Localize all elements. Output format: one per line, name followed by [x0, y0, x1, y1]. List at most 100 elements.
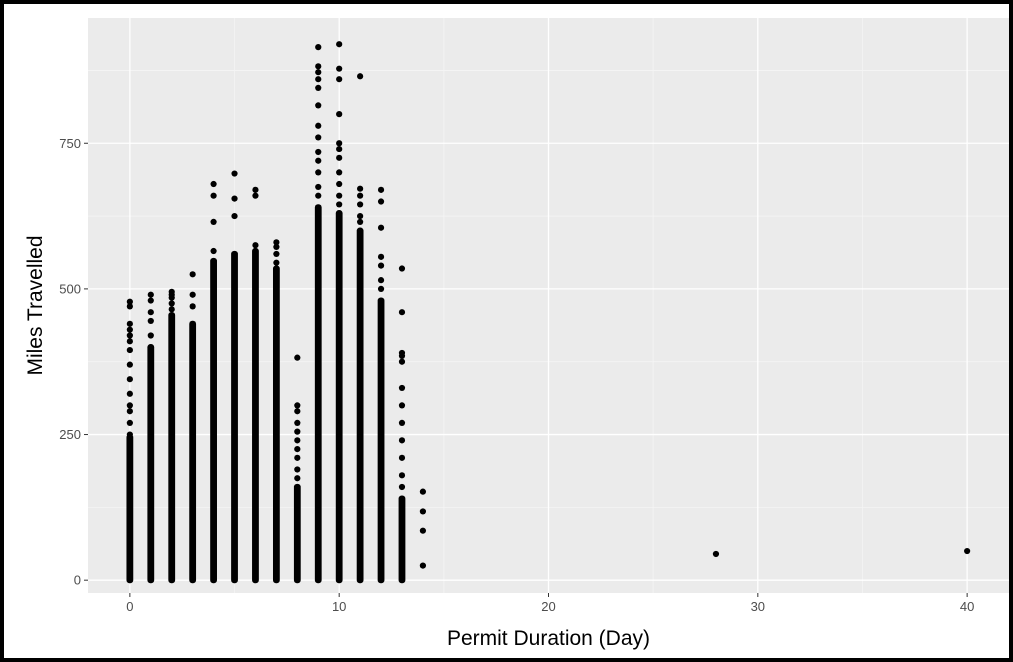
point-column-8: [293, 483, 301, 584]
data-point: [419, 527, 427, 534]
data-point: [210, 180, 217, 188]
data-point: [398, 483, 406, 491]
data-point: [315, 44, 322, 51]
data-point: [357, 201, 364, 208]
data-point: [336, 154, 343, 161]
data-point: [273, 239, 280, 246]
x-tick-label: 40: [960, 599, 974, 614]
data-point: [357, 192, 364, 199]
data-point: [336, 76, 343, 83]
data-point: [377, 186, 385, 193]
data-point: [357, 185, 364, 192]
y-tick-label: 250: [59, 427, 81, 442]
data-point: [315, 157, 322, 164]
y-tick-label: 500: [59, 281, 81, 296]
data-point: [147, 291, 154, 298]
data-point: [419, 562, 427, 569]
y-axis-ticks: 0 250 500 750: [59, 136, 88, 588]
data-point: [315, 76, 322, 83]
x-tick-label: 30: [751, 599, 765, 614]
data-point: [398, 454, 406, 461]
point-column-12: [377, 297, 385, 584]
data-point: [273, 259, 280, 266]
data-point: [336, 169, 343, 176]
data-point: [252, 242, 259, 249]
data-point: [147, 317, 154, 325]
data-point: [357, 212, 364, 220]
data-point: [336, 180, 343, 188]
data-point: [147, 309, 154, 316]
y-tick-label: 750: [59, 136, 81, 151]
data-point: [377, 224, 385, 231]
data-point: [126, 419, 133, 426]
data-point: [126, 408, 133, 415]
data-point: [294, 454, 301, 461]
data-point: [231, 195, 238, 202]
data-point: [231, 212, 238, 220]
data-point: [126, 298, 133, 305]
data-point: [398, 402, 406, 409]
data-point: [336, 111, 343, 118]
data-point: [398, 472, 406, 479]
data-point: [126, 361, 133, 368]
data-point: [252, 186, 259, 193]
x-tick-label: 10: [332, 599, 346, 614]
data-point: [315, 192, 322, 199]
x-tick-label: 0: [126, 599, 133, 614]
data-point: [294, 402, 301, 409]
data-point: [336, 140, 343, 147]
data-point: [168, 300, 175, 307]
data-point: [398, 349, 406, 357]
y-axis-title: Miles Travelled: [24, 235, 47, 375]
data-point: [147, 297, 154, 304]
data-point: [398, 437, 406, 444]
point-column-10: [335, 210, 343, 584]
point-column-3: [189, 320, 197, 584]
data-point: [398, 358, 406, 365]
data-point: [712, 550, 720, 558]
point-column-13: [398, 495, 406, 584]
data-point: [315, 102, 322, 109]
data-point: [168, 306, 175, 313]
point-column-1: [147, 344, 155, 584]
data-point: [294, 437, 301, 444]
data-point: [126, 303, 133, 310]
point-column-7: [272, 265, 280, 584]
data-point: [336, 192, 343, 199]
data-point: [231, 170, 238, 177]
data-point: [273, 243, 280, 251]
data-point: [294, 428, 301, 435]
data-point: [126, 320, 133, 327]
data-point: [294, 466, 301, 473]
point-column-4: [210, 257, 217, 584]
data-point: [252, 192, 259, 199]
data-point: [377, 285, 385, 292]
data-point: [210, 192, 217, 199]
point-column-5: [231, 250, 238, 584]
data-point: [126, 326, 133, 333]
data-point: [126, 338, 133, 345]
data-point: [377, 277, 385, 284]
data-point: [336, 65, 343, 72]
data-point: [189, 291, 196, 298]
y-tick-label: 0: [74, 573, 81, 588]
data-point: [294, 446, 301, 453]
data-point: [294, 419, 301, 426]
x-tick-label: 20: [541, 599, 555, 614]
data-point: [315, 69, 322, 76]
data-point: [315, 183, 322, 191]
point-column-2: [168, 312, 176, 584]
data-point: [126, 431, 133, 438]
data-point: [398, 309, 406, 316]
data-point: [315, 84, 322, 92]
data-point: [273, 250, 280, 258]
data-point: [377, 253, 385, 260]
data-point: [315, 169, 322, 176]
point-column-9: [314, 204, 322, 584]
x-axis-title: Permit Duration (Day): [447, 627, 650, 650]
data-point: [398, 419, 406, 426]
data-point: [294, 408, 301, 415]
point-column-0: [126, 434, 134, 584]
data-point: [336, 41, 343, 48]
